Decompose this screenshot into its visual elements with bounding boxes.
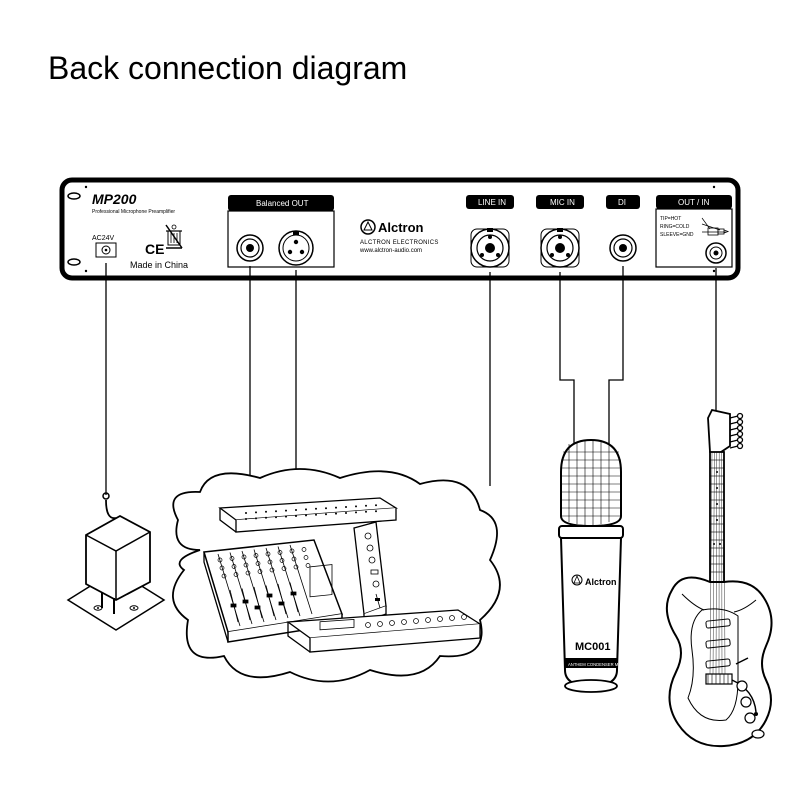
made-in-label: Made in China [130, 260, 188, 270]
svg-text:LINE IN: LINE IN [478, 198, 506, 207]
connection-diagram: MP200 Professional Microphone Preamplifi… [0, 0, 800, 800]
svg-text:Alctron: Alctron [378, 220, 424, 235]
power-adapter [68, 493, 164, 630]
svg-text:MC001: MC001 [575, 641, 610, 653]
svg-text:Balanced OUT: Balanced OUT [256, 199, 309, 208]
model-subtitle: Professional Microphone Preamplifier [92, 209, 175, 215]
svg-text:ANTHEM CONDENSER MICRO: ANTHEM CONDENSER MICRO [568, 662, 629, 667]
ce-mark: CE [145, 241, 164, 257]
di-jack [610, 235, 636, 261]
svg-text:OUT / IN: OUT / IN [678, 198, 710, 207]
svg-text:SLEEVE=GND: SLEEVE=GND [660, 232, 694, 238]
diagram-title: Back connection diagram [48, 50, 407, 87]
svg-text:MIC IN: MIC IN [550, 198, 575, 207]
svg-text:RING=COLD: RING=COLD [660, 224, 690, 230]
model-label: MP200 [92, 191, 137, 207]
connection-lines [106, 263, 716, 495]
svg-text:www.alctron-audio.com: www.alctron-audio.com [359, 248, 422, 254]
svg-text:TIP=HOT: TIP=HOT [660, 216, 681, 222]
svg-text:ALCTRON ELECTRONICS: ALCTRON ELECTRONICS [360, 240, 439, 246]
rack-unit: MP200 Professional Microphone Preamplifi… [62, 180, 738, 278]
electric-guitar [667, 410, 772, 746]
svg-text:DI: DI [618, 198, 626, 207]
gear-cloud [173, 469, 500, 682]
svg-text:Alctron: Alctron [585, 577, 617, 587]
power-label: AC24V [92, 235, 115, 242]
condenser-mic: Alctron MC001 ANTHEM CONDENSER MICRO [559, 440, 629, 692]
